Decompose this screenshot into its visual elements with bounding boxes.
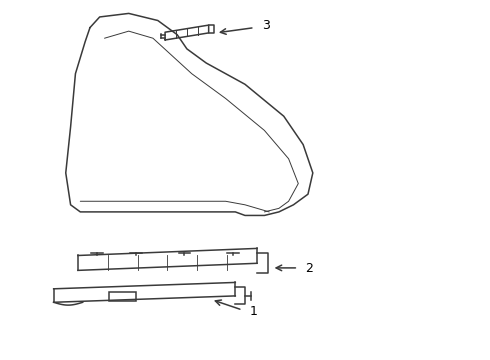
Text: 3: 3 xyxy=(262,19,270,32)
Text: 1: 1 xyxy=(250,305,258,318)
Bar xyxy=(109,292,136,301)
Text: 2: 2 xyxy=(306,262,314,275)
